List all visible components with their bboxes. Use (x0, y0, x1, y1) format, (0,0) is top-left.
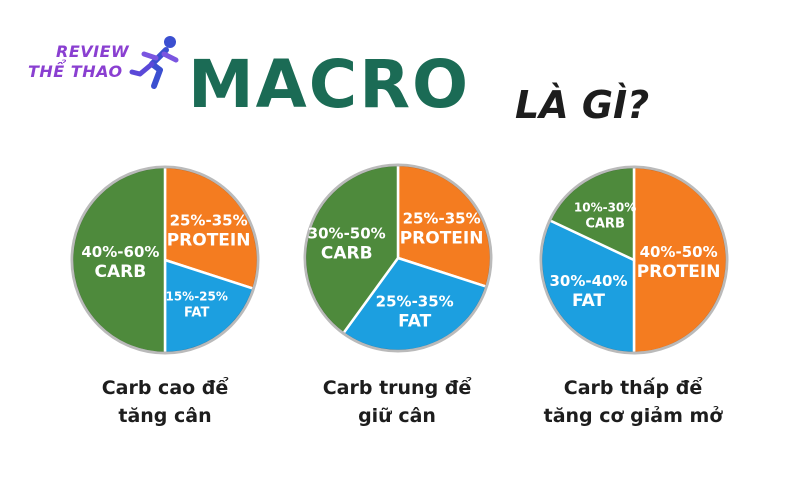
pie-chart-2: 40%-50%PROTEIN 30%-40%FAT 10%-30% CARB (539, 165, 729, 355)
slice-value-label: 15%-25% (165, 290, 227, 304)
slice-name-label: CARB (95, 262, 147, 282)
pie-outline (303, 163, 493, 353)
chart-caption-low-carb: Carb thấp để tăng cơ giảm mở (523, 374, 743, 430)
slice-name-label: CARB (585, 217, 625, 232)
slice-name-label: FAT (572, 291, 605, 311)
slice-value-label: 30%-50% (308, 224, 386, 242)
slice-value-label: 10%-30% (574, 201, 636, 215)
slice-name-label: PROTEIN (167, 230, 251, 250)
slice-name-label: CARB (321, 243, 373, 263)
page-subtitle: LÀ GÌ? (515, 83, 650, 127)
page-title: MACRO (188, 46, 471, 123)
logo-line-1: REVIEW (56, 42, 130, 61)
slice-name-label: FAT (398, 311, 431, 331)
slice-value-label: 40%-60% (81, 243, 159, 261)
slice-value-label: 30%-40% (549, 272, 627, 290)
pie-outline (70, 165, 260, 355)
slice-value-label: 40%-50% (640, 243, 718, 261)
pie-outline (539, 165, 729, 355)
slice-value-label: 25%-35% (376, 292, 454, 310)
slice-value-label: 25%-35% (403, 209, 481, 227)
pie-slice-fat (539, 218, 636, 355)
pie-slice-protein (396, 163, 493, 289)
slice-name-label: PROTEIN (637, 262, 721, 282)
pie-chart-0: 25%-35%PROTEIN 15%-25% FAT 40%-60%CARB (70, 165, 260, 355)
runner-icon (129, 36, 179, 89)
slice-name-label: FAT (184, 306, 209, 321)
pie-slice-protein (632, 165, 729, 355)
brand-logo: REVIEW THỂ THAO (28, 34, 188, 104)
caption-line: Carb thấp để (563, 377, 703, 399)
caption-line: tăng cơ giảm mở (543, 405, 723, 427)
caption-line: Carb trung để (322, 377, 472, 399)
caption-line: tăng cân (118, 405, 212, 427)
pie-slice-fat (163, 258, 256, 355)
chart-caption-high-carb: Carb cao để tăng cân (55, 374, 275, 430)
pie-slice-carb (303, 163, 400, 335)
slice-name-label: PROTEIN (400, 228, 484, 248)
caption-line: Carb cao để (101, 377, 229, 399)
chart-caption-mid-carb: Carb trung để giữ cân (287, 374, 507, 430)
pie-slice-protein (163, 165, 260, 291)
slice-value-label: 25%-35% (170, 211, 248, 229)
pie-slice-fat (341, 256, 489, 353)
caption-line: giữ cân (358, 405, 436, 427)
pie-slice-carb (70, 165, 167, 355)
logo-line-2: THỂ THAO (28, 62, 123, 81)
pie-slice-carb (548, 165, 636, 262)
